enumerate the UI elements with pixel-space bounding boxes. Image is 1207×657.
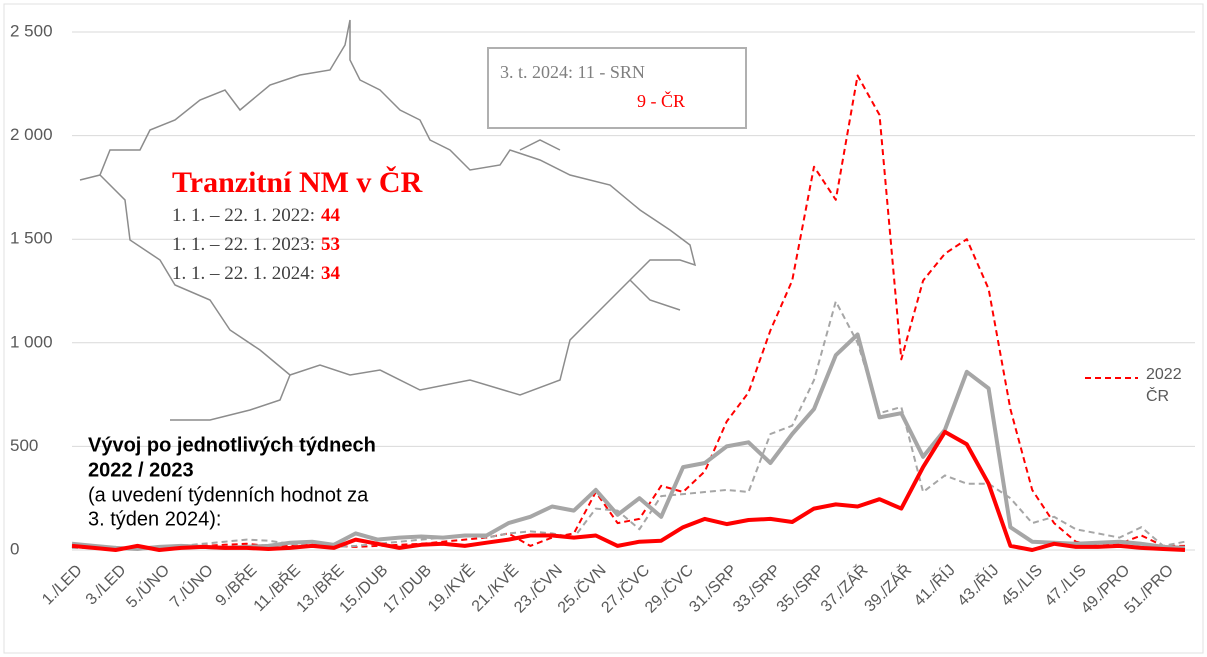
- x-tick-label: 39./ZÁŘ: [860, 560, 915, 615]
- period-value: 44: [321, 205, 341, 226]
- box-text: 9 - ČR: [637, 90, 685, 111]
- x-tick-label: 33./SRP: [730, 562, 784, 616]
- period-line: 1. 1. – 22. 1. 2022: 44: [172, 205, 341, 226]
- periods: 1. 1. – 22. 1. 2022: 441. 1. – 22. 1. 202…: [172, 205, 341, 284]
- y-tick-label: 2 500: [10, 21, 53, 40]
- period-value: 53: [321, 234, 340, 255]
- y-tick-label: 1 500: [10, 229, 53, 248]
- annotation-title: Tranzitní NM v ČR: [172, 166, 423, 199]
- legend-label: 2022 ČR: [1146, 366, 1182, 405]
- subtitle: 3. týden 2024):: [88, 508, 221, 530]
- x-tick-label: 41./ŘÍJ: [909, 560, 958, 609]
- period-line: 1. 1. – 22. 1. 2023: 53: [172, 234, 340, 255]
- subtitle: 2022 / 2023: [88, 459, 194, 481]
- period-text: 1. 1. – 22. 1. 2022:: [172, 205, 315, 226]
- y-tick-label: 1 000: [10, 332, 53, 351]
- map-outline-river: [79, 174, 681, 421]
- x-tick-label: 51./PRO: [1122, 562, 1177, 617]
- period-value: 34: [321, 263, 341, 284]
- lines: [71, 74, 1186, 552]
- y-tick-label: 2 000: [10, 125, 53, 144]
- frame: [3, 3, 1204, 654]
- x-tick-label: 29./ČVC: [641, 560, 697, 616]
- series-line: [71, 332, 1186, 551]
- subtitle: Vývoj po jednotlivých týdnech: [88, 434, 376, 456]
- x-tick-label: 35./SRP: [774, 562, 828, 616]
- annotation-box: [487, 47, 747, 129]
- x-tick-label: 3./LED: [83, 562, 130, 609]
- x-tick-label: 37./ZÁŘ: [817, 560, 872, 615]
- period-text: 1. 1. – 22. 1. 2023:: [172, 234, 315, 255]
- series-line: [71, 74, 1185, 550]
- x-tick-label: 19./KVĚ: [424, 560, 479, 615]
- series-line: [72, 300, 1186, 550]
- box-text: 3. t. 2024: 11 - SRN: [500, 62, 645, 82]
- x-tick-label: 31./SRP: [686, 562, 740, 616]
- period-line: 1. 1. – 22. 1. 2024: 34: [172, 263, 341, 284]
- map-outline: [99, 19, 697, 396]
- y-tick-label: 500: [10, 436, 38, 455]
- y-tick-label: 0: [10, 539, 19, 558]
- x-tick-label: 7./ÚNO: [166, 560, 217, 611]
- x-tick-label: 1./LED: [39, 562, 86, 609]
- series-line: [71, 429, 1186, 552]
- period-text: 1. 1. – 22. 1. 2024:: [172, 263, 315, 284]
- x-tick-label: 43./ŘÍJ: [953, 560, 1002, 609]
- x-tick-label: 17./DUB: [380, 562, 435, 617]
- subtitle: (a uvedení týdenních hodnot za: [88, 484, 369, 506]
- x-tick-label: 5./ÚNO: [122, 560, 173, 611]
- x-tick-label: 45./LIS: [998, 562, 1046, 610]
